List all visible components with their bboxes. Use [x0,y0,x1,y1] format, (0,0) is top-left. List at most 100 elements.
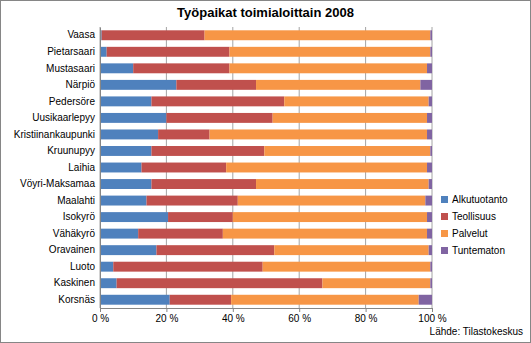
y-tick-label: Kruunupyy [47,145,95,156]
bar [425,196,432,206]
legend-swatch [441,196,448,203]
chart-frame [1,1,531,343]
y-tick-label: Oravainen [49,244,95,255]
x-tick-label: 60 % [288,313,311,324]
y-tick-label: Kristiinankaupunki [14,129,95,140]
bar [419,295,432,305]
x-tick: 40 % [222,308,245,324]
bar [238,196,426,206]
bars [100,30,432,304]
bar [107,47,230,57]
y-tick-label: Isokyrö [63,211,96,222]
bar [151,146,264,156]
x-axis-line [101,309,433,313]
x-tick-label: 80 % [355,313,378,324]
bar [142,163,227,173]
y-axis: VaasaPietarsaariMustasaariNärpiöPedersör… [14,28,101,309]
legend-label: Alkutuotanto [452,194,508,205]
chart: 0 %20 %40 %60 %80 %100 %VaasaPietarsaari… [0,0,531,343]
y-tick-label: Kaskinen [54,277,95,288]
y-tick: Uusikaarlepyy [32,112,100,123]
legend-label: Teollisuus [452,211,496,222]
bar [156,245,274,255]
bar [100,278,117,288]
bar [430,278,432,288]
bar [226,163,427,173]
bar [231,295,419,305]
bar [100,146,151,156]
bar [229,47,430,57]
bar [100,262,113,272]
legend-item: Teollisuus [441,211,496,222]
bar [427,63,432,73]
y-tick-label: Laihia [68,162,95,173]
y-tick: Vähäkyrö [53,228,100,239]
y-tick: Pedersöre [49,96,100,107]
y-tick: Kristiinankaupunki [14,129,100,140]
bar [100,80,176,90]
bar [427,113,432,123]
y-tick: Vaasa [67,29,100,40]
y-tick-label: Vöyri-Maksamaa [20,178,95,189]
bar [430,262,432,272]
legend-item: Tuntematon [441,245,505,256]
y-axis-line [100,28,101,309]
bar [100,229,138,239]
bar [427,129,432,139]
bar [102,30,205,40]
bar [151,96,284,106]
y-tick-label: Maalahti [57,195,95,206]
bar [205,30,431,40]
bar [430,47,432,57]
bar [429,245,432,255]
bar [168,212,233,222]
legend-item: Palvelut [441,228,488,239]
bar [100,63,133,73]
x-tick-mark [432,308,433,312]
bar [158,129,209,139]
bar [138,229,223,239]
bar [100,163,142,173]
y-tick-label: Vähäkyrö [53,228,96,239]
bar [273,113,427,123]
y-tick-label: Mustasaari [46,63,95,74]
x-tick-mark [366,308,367,312]
x-tick: 100 % [418,308,446,324]
y-tick: Maalahti [57,195,100,206]
bar [429,96,432,106]
bar [100,129,158,139]
bar [176,80,256,90]
bar [264,146,430,156]
bar [100,196,146,206]
y-tick-label: Korsnäs [58,294,95,305]
x-tick-mark [166,308,167,312]
x-tick-mark [299,308,300,312]
plot: 0 %20 %40 %60 %80 %100 %VaasaPietarsaari… [14,27,447,324]
bar [170,295,231,305]
bar [420,80,432,90]
x-axis: 0 %20 %40 %60 %80 %100 % [92,308,447,324]
bar [146,196,237,206]
y-tick-label: Luoto [70,261,95,272]
y-tick: Vöyri-Maksamaa [20,178,100,189]
bar [113,262,262,272]
legend-swatch [441,230,448,237]
legend-swatch [441,213,448,220]
bar [322,278,430,288]
y-tick-label: Närpiö [66,79,96,90]
bar [100,179,151,189]
bar [429,179,432,189]
x-tick-label: 40 % [222,313,245,324]
grid [100,27,432,308]
bar [274,245,428,255]
y-tick: Laihia [68,162,100,173]
bar [427,212,432,222]
y-tick: Kaskinen [54,277,100,288]
x-tick-mark [233,308,234,312]
y-tick: Oravainen [49,244,100,255]
bar [166,113,272,123]
y-tick-label: Uusikaarlepyy [32,112,95,123]
bar [223,229,427,239]
bar [100,96,151,106]
annotation: Lähde: Tilastokeskus [430,326,523,337]
